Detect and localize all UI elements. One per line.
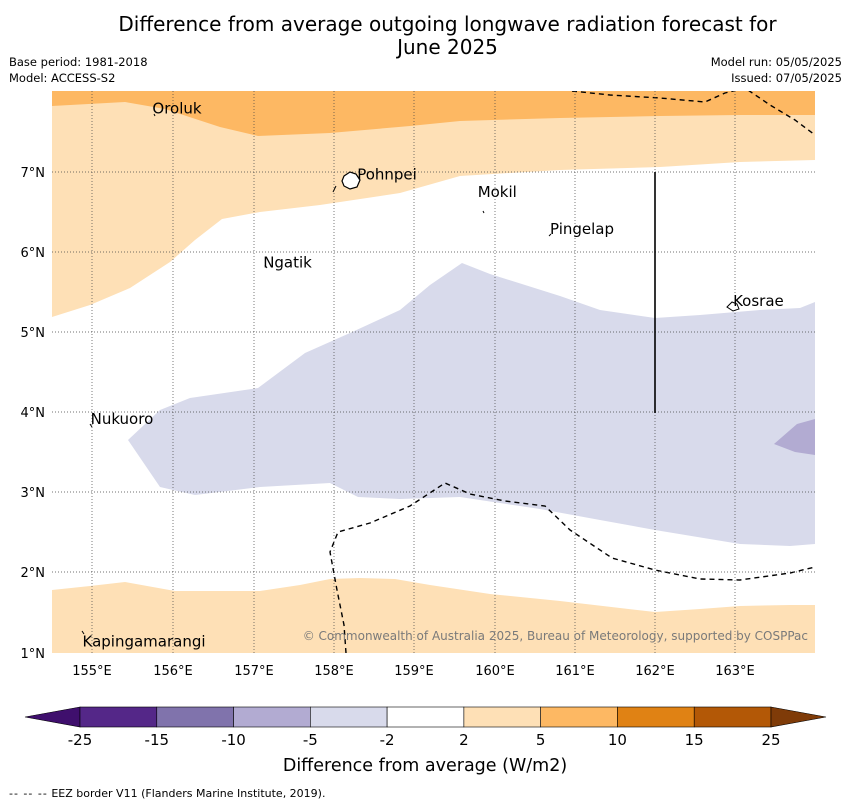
lon-tick-label: 157°E (234, 664, 274, 679)
pohnpei-island (341, 171, 361, 190)
lon-tick-label: 162°E (635, 664, 675, 679)
colorbar-swatch (693, 706, 772, 728)
anomaly-band-5-10-north (52, 91, 815, 136)
colorbar-tick-label: 25 (761, 731, 780, 749)
place-labels: Oroluk Pohnpei Mokil Pingelap Ngatik Kosrae Nu… (83, 100, 784, 651)
place-label-kosrae: Kosrae (733, 292, 784, 310)
colorbar-tick-label: -15 (145, 731, 170, 749)
place-label-pohnpei: Pohnpei (357, 165, 417, 183)
lon-tick-label: 158°E (314, 664, 354, 679)
eez-border-top (571, 91, 815, 136)
chart-title: Difference from average outgoing longwav… (60, 13, 835, 59)
footer-note: -- -- -- EEZ border V11 (Flanders Marine… (9, 787, 325, 800)
copyright-notice: © Commonwealth of Australia 2025, Bureau… (303, 629, 808, 643)
graticule (52, 91, 815, 653)
eez-legend-dash: -- -- -- (9, 787, 48, 800)
colorbar-extend-high (770, 706, 827, 728)
place-label-pingelap: Pingelap (550, 220, 614, 238)
lat-tick-labels: 7°N 6°N 5°N 4°N 3°N 2°N 1°N (21, 166, 46, 662)
model-name: Model: ACCESS-S2 (9, 71, 116, 85)
place-label-oroluk: Oroluk (152, 100, 201, 118)
colorbar-swatch (79, 706, 158, 728)
place-label-kapingamarangi: Kapingamarangi (83, 633, 206, 651)
lon-tick-label: 160°E (475, 664, 515, 679)
lat-tick-label: 6°N (21, 246, 46, 261)
lat-tick-label: 4°N (21, 406, 46, 421)
place-label-nukuoro: Nukuoro (91, 410, 154, 428)
lon-tick-label: 163°E (715, 664, 755, 679)
lon-tick-labels: 155°E 156°E 157°E 158°E 159°E 160°E 161°… (72, 664, 755, 679)
anomaly-band-2-5-north (52, 91, 815, 317)
colorbar-tick-label: 10 (608, 731, 627, 749)
eez-legend-text: EEZ border V11 (Flanders Marine Institut… (51, 787, 326, 800)
colorbar-tick-label: -10 (221, 731, 246, 749)
colorbar-swatch (540, 706, 618, 728)
place-label-mokil: Mokil (478, 183, 517, 201)
colorbar-swatch (156, 706, 234, 728)
island-markers (81, 113, 552, 635)
lat-tick-label: 3°N (21, 486, 46, 501)
colorbar-tick-label: 5 (536, 731, 546, 749)
colorbar-swatch (463, 706, 541, 728)
colorbar-swatch (617, 706, 695, 728)
kosrae-island (726, 301, 740, 312)
colorbar-tick-label: -2 (380, 731, 395, 749)
lat-tick-label: 7°N (21, 166, 46, 181)
meta-right: Model run: 05/05/2025 Issued: 07/05/2025 (711, 54, 842, 86)
colorbar-label: Difference from average (W/m2) (282, 756, 568, 776)
title-line-1: Difference from average outgoing longwav… (118, 12, 777, 36)
issued-date: Issued: 07/05/2025 (731, 71, 842, 85)
lon-tick-label: 161°E (555, 664, 595, 679)
pohnpei-reef (332, 185, 337, 193)
lon-tick-label: 156°E (153, 664, 193, 679)
base-period: Base period: 1981-2018 (9, 55, 148, 69)
model-run: Model run: 05/05/2025 (710, 55, 842, 69)
colorbar-tick-label: 15 (685, 731, 704, 749)
anomaly-band-neg5-neg2 (128, 263, 815, 546)
colorbar-tick-label: -25 (68, 731, 93, 749)
map-area: Oroluk Pohnpei Mokil Pingelap Ngatik Kosrae Nu… (52, 91, 815, 653)
colorbar-extend-low (24, 706, 81, 728)
lon-tick-label: 155°E (72, 664, 112, 679)
lat-tick-label: 2°N (21, 566, 46, 581)
colorbar-swatch (310, 706, 388, 728)
anomaly-band-2-5-south (52, 578, 815, 653)
colorbar-swatch (233, 706, 311, 728)
lon-tick-label: 159°E (394, 664, 434, 679)
colorbar-tick-label: 2 (459, 731, 469, 749)
colorbar-swatch (386, 706, 465, 728)
colorbar: -25 -15 -10 -5 -2 2 5 10 15 25 (24, 706, 827, 749)
lat-tick-label: 5°N (21, 326, 46, 341)
place-label-ngatik: Ngatik (263, 254, 312, 272)
lat-tick-label: 1°N (21, 647, 46, 662)
title-line-2: June 2025 (397, 35, 498, 59)
colorbar-tick-label: -5 (303, 731, 318, 749)
meta-left: Base period: 1981-2018 Model: ACCESS-S2 (9, 54, 148, 86)
anomaly-band-neg10-neg5 (774, 419, 815, 455)
